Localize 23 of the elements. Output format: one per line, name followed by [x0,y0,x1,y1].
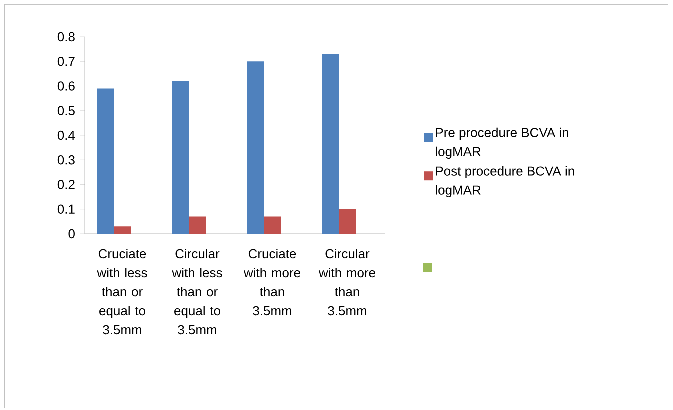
y-tick-label: 0.3 [58,156,75,165]
bar [189,216,206,234]
x-tick-label: Cruciate with less than or equal to 3.5mm [97,249,148,335]
legend-label: Pre procedure BCVA in logMAR [436,128,568,159]
y-tick-label: 0.7 [58,57,75,66]
bar [322,54,340,234]
y-tick-label: 0.1 [58,204,75,214]
y-tick-label: 0.8 [58,32,75,42]
y-tick-label: 0 [68,229,75,239]
x-tick-label: Cruciate with more than 3.5mm [244,249,300,316]
bar [172,81,189,234]
x-tick-label: Circular with more than 3.5mm [318,249,376,316]
bar [97,88,114,234]
y-tick-label: 0.2 [58,180,75,190]
y-tick-label: 0.6 [58,82,75,91]
x-tick-label: Circular with less than or equal to 3.5mm [172,249,222,335]
y-tick-label: 0.5 [58,106,75,116]
y-tick-label: 0.4 [58,130,76,140]
legend-label: Post procedure BCVA in logMAR [436,166,574,198]
bar [339,209,356,234]
bar [247,62,264,234]
bar [114,226,131,234]
bar [264,216,282,234]
